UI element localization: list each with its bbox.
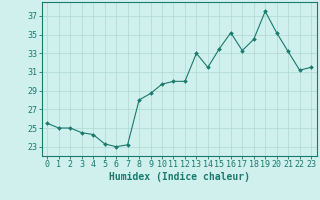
X-axis label: Humidex (Indice chaleur): Humidex (Indice chaleur) [109,172,250,182]
